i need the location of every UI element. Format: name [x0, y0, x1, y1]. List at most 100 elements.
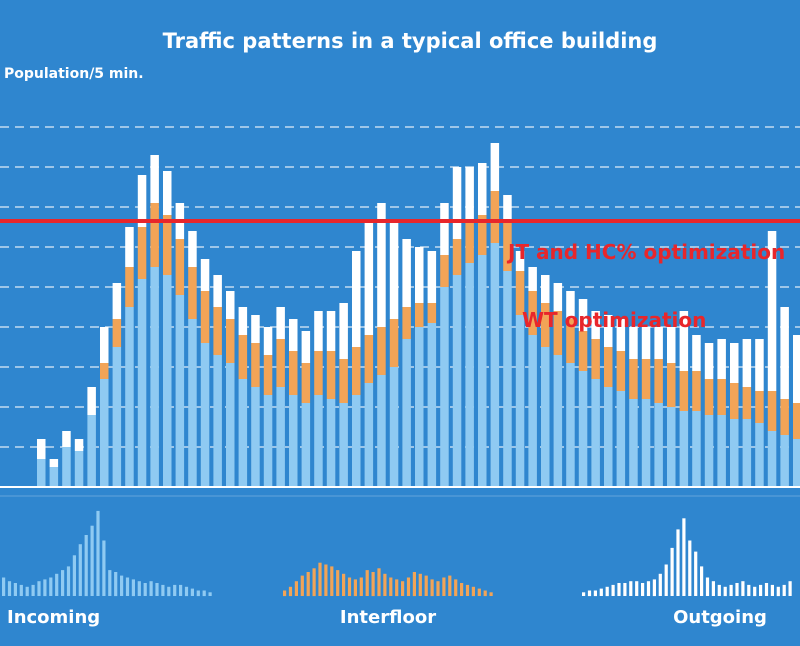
- bar-segment-outgoing: [692, 335, 701, 371]
- bar-segment-outgoing: [704, 343, 714, 379]
- panel-bar-outgoing: [694, 551, 698, 596]
- panel-bar-interfloor: [412, 572, 416, 597]
- panel-bar-incoming: [202, 590, 206, 597]
- panel-bar-incoming: [184, 586, 189, 597]
- panel-bar-outgoing: [670, 547, 674, 596]
- panel-bar-interfloor: [418, 573, 422, 596]
- bar-segment-interfloor: [112, 319, 122, 347]
- bar-segment-interfloor: [125, 267, 134, 307]
- bar-segment-interfloor: [717, 379, 726, 415]
- panel-bar-interfloor: [330, 566, 334, 596]
- panel-bar-interfloor: [424, 575, 428, 596]
- panel-bar-outgoing: [617, 583, 621, 596]
- bar-segment-incoming: [629, 399, 638, 487]
- bar-segment-interfloor: [276, 339, 285, 387]
- bar-segment-outgoing: [667, 327, 676, 363]
- bar-segment-outgoing: [263, 327, 273, 355]
- bar-segment-outgoing: [37, 439, 46, 459]
- bar-segment-interfloor: [654, 359, 663, 403]
- bar-segment-interfloor: [452, 239, 462, 275]
- bar-segment-outgoing: [578, 299, 588, 331]
- panel-bar-incoming: [84, 535, 88, 597]
- panel-bar-outgoing: [599, 588, 603, 596]
- panel-bar-interfloor: [324, 564, 328, 596]
- bar-segment-incoming: [339, 403, 348, 487]
- panel-bar-outgoing: [676, 529, 680, 596]
- panel-bar-incoming: [49, 577, 53, 596]
- bar-segment-outgoing: [465, 167, 474, 223]
- bar-segment-interfloor: [478, 215, 487, 255]
- bar-segment-incoming: [616, 391, 626, 487]
- bar-segment-incoming: [591, 379, 600, 487]
- panel-bar-outgoing: [641, 583, 645, 596]
- bar-segment-outgoing: [490, 143, 500, 191]
- bar-segment-incoming: [314, 395, 323, 487]
- bar-segment-interfloor: [188, 267, 197, 319]
- bar-segment-outgoing: [591, 311, 600, 339]
- panel-bar-interfloor: [347, 577, 352, 596]
- bar-segment-incoming: [276, 387, 285, 487]
- panel-bar-incoming: [161, 584, 165, 596]
- bar-segment-interfloor: [641, 359, 651, 399]
- bar-segment-interfloor: [578, 331, 588, 371]
- bar-segment-incoming: [767, 431, 777, 487]
- panel-bar-outgoing: [782, 584, 786, 596]
- panel-bar-interfloor: [294, 581, 298, 596]
- bar-segment-interfloor: [742, 387, 752, 419]
- bar-segment-outgoing: [717, 339, 726, 379]
- panel-label-incoming: Incoming: [7, 607, 100, 628]
- bar-segment-incoming: [503, 271, 512, 487]
- panel-bar-incoming: [131, 579, 135, 597]
- bar-segment-interfloor: [226, 319, 235, 363]
- panel-bar-outgoing: [652, 579, 656, 597]
- bar-marks: [37, 143, 800, 487]
- panel-bar-incoming: [190, 588, 194, 596]
- panel-bar-incoming: [66, 566, 71, 596]
- bar-segment-incoming: [793, 439, 800, 487]
- bar-segment-outgoing: [415, 247, 424, 303]
- panel-bar-interfloor: [365, 570, 369, 596]
- panel-bar-outgoing: [770, 584, 774, 596]
- bar-segment-outgoing: [755, 339, 764, 391]
- bar-segment-incoming: [465, 263, 474, 487]
- bar-segment-incoming: [780, 435, 789, 487]
- panel-bar-outgoing: [759, 584, 763, 596]
- panel-bar-outgoing: [587, 590, 592, 597]
- panel-bar-interfloor: [283, 590, 287, 597]
- bar-segment-outgoing: [339, 303, 348, 359]
- panel-label-outgoing: Outgoing: [673, 607, 767, 628]
- bar-segment-incoming: [566, 363, 575, 487]
- bar-segment-incoming: [755, 423, 764, 487]
- bar-segment-incoming: [238, 379, 248, 487]
- bar-segment-interfloor: [213, 307, 222, 355]
- panel-bar-interfloor: [336, 570, 340, 596]
- bar-segment-outgoing: [528, 267, 537, 291]
- panel-bar-incoming: [137, 581, 141, 596]
- bar-segment-incoming: [427, 323, 437, 487]
- gridlines: [0, 126, 800, 448]
- panel-bar-incoming: [19, 584, 23, 596]
- bar-segment-incoming: [251, 387, 260, 487]
- bar-segment-incoming: [200, 343, 210, 487]
- bar-segment-outgoing: [87, 387, 96, 415]
- panel-bar-outgoing: [582, 592, 586, 596]
- panel-bar-incoming: [78, 544, 82, 596]
- bar-segment-interfloor: [326, 351, 336, 399]
- panel-bar-interfloor: [288, 586, 293, 597]
- bar-segment-interfloor: [541, 303, 550, 347]
- panel-bar-interfloor: [489, 592, 493, 596]
- bar-segment-outgoing: [654, 327, 663, 359]
- bar-segment-incoming: [62, 447, 71, 487]
- bar-segment-outgoing: [515, 251, 525, 271]
- bar-segment-incoming: [352, 395, 361, 487]
- panel-bar-outgoing: [623, 583, 627, 596]
- traffic-type-panels: [2, 510, 792, 597]
- panel-bar-interfloor: [342, 573, 346, 596]
- bar-segment-incoming: [654, 403, 663, 487]
- panel-bar-interfloor: [477, 588, 481, 596]
- bar-segment-outgoing: [742, 339, 752, 387]
- bar-segment-incoming: [150, 267, 159, 487]
- panel-bar-outgoing: [723, 586, 727, 597]
- panel-bar-incoming: [13, 583, 17, 596]
- bar-segment-outgoing: [616, 319, 626, 351]
